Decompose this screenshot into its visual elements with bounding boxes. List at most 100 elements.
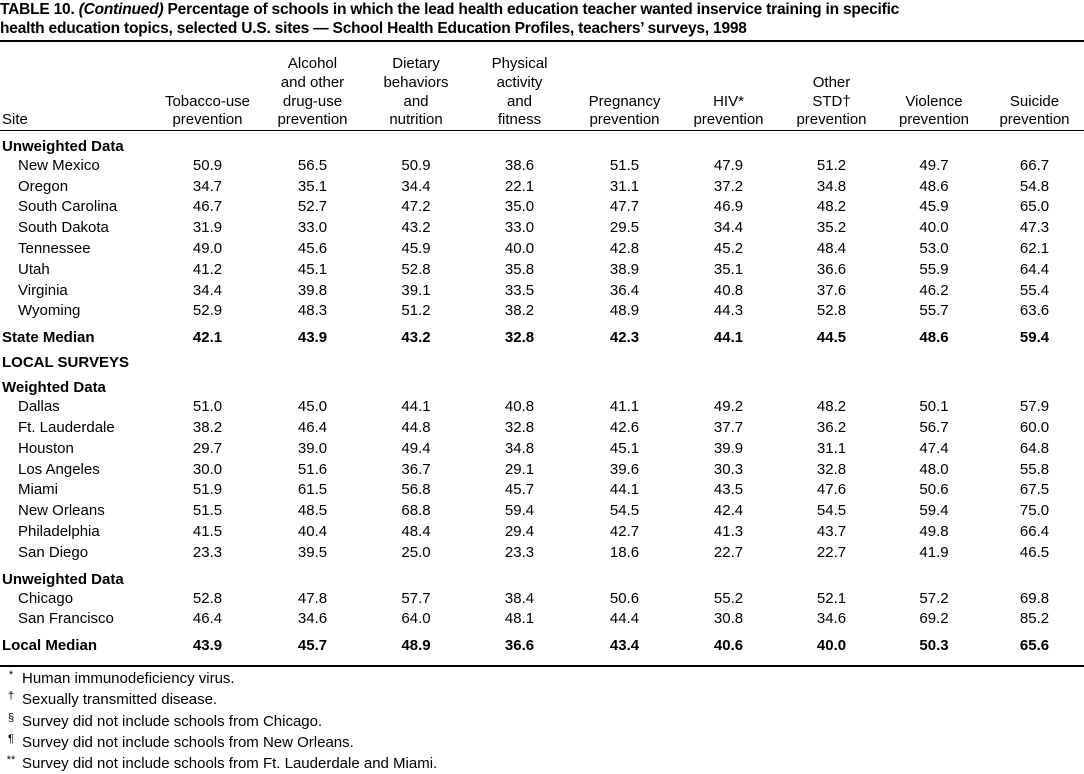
cell-value: 63.6 — [1019, 302, 1050, 320]
cell-value: 56.8 — [401, 481, 431, 499]
table-title: TABLE 10. (Continued) Percentage of scho… — [0, 0, 1084, 38]
cell-value: 40.8 — [713, 281, 744, 299]
cell-value: 47.9 — [713, 156, 744, 174]
cell-value: 52.8 — [816, 302, 847, 320]
footnote-text: Sexually transmitted disease. — [22, 691, 218, 709]
cell-value: 32.8 — [816, 460, 847, 478]
section-heading-row: Weighted Data — [0, 371, 1084, 396]
cell-value: 42.7 — [609, 523, 640, 541]
cell-value: 59.4 — [1019, 329, 1050, 347]
cell-value: 54.8 — [1019, 177, 1050, 195]
site-name: New Orleans — [18, 502, 105, 520]
cell-value: 55.2 — [713, 589, 744, 607]
rule — [0, 40, 1084, 42]
footnote: * Human immunodeficiency virus. — [0, 668, 437, 689]
cell-value: 60.0 — [1019, 419, 1050, 437]
site-name: Wyoming — [18, 302, 81, 320]
cell-value: 47.2 — [401, 198, 431, 216]
header-line: fitness — [497, 111, 542, 129]
cell-value: 49.2 — [713, 398, 744, 416]
cell-value: 48.5 — [297, 502, 328, 520]
cell-value: 51.5 — [192, 502, 223, 520]
cell-value: 54.5 — [609, 502, 640, 520]
cell-value: 66.4 — [1019, 523, 1050, 541]
cell-value: 34.8 — [816, 177, 847, 195]
site-name: Dallas — [18, 398, 60, 416]
cell-value: 44.8 — [401, 419, 431, 437]
data-table: Site Tobacco-use prevention Alcohol and othe… — [0, 46, 1084, 654]
cell-value: 55.8 — [1019, 460, 1050, 478]
cell-value: 39.6 — [609, 460, 640, 478]
site-name: Virginia — [18, 281, 68, 299]
footnote-mark: § — [7, 711, 15, 724]
cell-value: 36.2 — [816, 419, 847, 437]
footnote: ¶ Survey did not include schools from New… — [0, 732, 437, 753]
cell-value: 43.9 — [192, 637, 223, 655]
header-line: drug-use — [282, 92, 343, 110]
cell-value: 48.3 — [297, 302, 328, 320]
cell-value: 55.9 — [919, 260, 949, 278]
cell-value: 31.9 — [192, 219, 223, 237]
site-name: Chicago — [18, 589, 74, 607]
footnotes: * Human immunodeficiency virus. † Sexually … — [0, 668, 438, 774]
cell-value: 47.4 — [919, 439, 949, 457]
data-row: Ft. Lauderdale 38.2 46.4 44.8 32.8 42.6 37.7 36… — [0, 417, 1084, 438]
data-row: Philadelphia 41.5 40.4 48.4 29.4 42.7 41.3 43.7… — [0, 521, 1084, 542]
data-row: Miami 51.9 61.5 56.8 45.7 44.1 43.5 47.6 50.6 67.… — [0, 480, 1084, 501]
site-name: New Mexico — [18, 156, 100, 174]
cell-value: 40.8 — [504, 398, 535, 416]
cell-value: 39.5 — [297, 543, 328, 561]
cell-value: 52.1 — [816, 589, 847, 607]
site-name: Los Angeles — [18, 460, 100, 478]
cell-value: 45.9 — [401, 240, 431, 258]
column-header: Physical activity and fitness — [467, 46, 572, 130]
cell-value: 57.7 — [401, 589, 431, 607]
cell-value: 40.0 — [816, 637, 847, 655]
cell-value: 46.4 — [297, 419, 328, 437]
site-name: South Dakota — [18, 219, 109, 237]
cell-value: 36.6 — [816, 260, 847, 278]
cell-value: 69.2 — [919, 610, 949, 628]
cell-value: 51.2 — [401, 302, 431, 320]
cell-value: 31.1 — [816, 439, 847, 457]
cell-value: 75.0 — [1019, 502, 1050, 520]
cell-value: 29.1 — [504, 460, 535, 478]
cell-value: 40.0 — [504, 240, 535, 258]
cell-value: 52.7 — [297, 198, 328, 216]
cell-value: 29.5 — [609, 219, 640, 237]
data-row: Chicago 52.8 47.8 57.7 38.4 50.6 55.2 52.1 57.2 6… — [0, 588, 1084, 609]
cell-value: 67.5 — [1019, 481, 1050, 499]
cell-value: 39.0 — [297, 439, 328, 457]
cell-value: 45.1 — [609, 439, 640, 457]
cell-value: 48.0 — [919, 460, 949, 478]
cell-value: 30.8 — [713, 610, 744, 628]
header-line: STD† — [812, 92, 851, 110]
header-line: prevention — [172, 111, 243, 129]
section-heading: LOCAL SURVEYS — [2, 354, 129, 372]
cell-value: 47.7 — [609, 198, 640, 216]
cell-value: 37.7 — [713, 419, 744, 437]
cell-value: 22.7 — [713, 543, 744, 561]
cell-value: 43.2 — [401, 329, 431, 347]
cell-value: 48.2 — [816, 198, 847, 216]
header-line: prevention — [796, 111, 867, 129]
cell-value: 50.3 — [919, 637, 949, 655]
cell-value: 48.9 — [401, 637, 431, 655]
cell-value: 44.4 — [609, 610, 640, 628]
cell-value: 18.6 — [609, 543, 640, 561]
cell-value: 46.9 — [713, 198, 744, 216]
footnote-text: Survey did not include schools from Chic… — [22, 712, 323, 730]
cell-value: 46.7 — [192, 198, 223, 216]
header-line: and — [403, 92, 429, 110]
cell-value: 68.8 — [401, 502, 431, 520]
cell-value: 49.4 — [401, 439, 431, 457]
cell-value: 50.1 — [919, 398, 949, 416]
cell-value: 30.0 — [192, 460, 223, 478]
footnote-mark: * — [8, 669, 14, 681]
cell-value: 43.9 — [297, 329, 328, 347]
cell-value: 38.2 — [504, 302, 535, 320]
median-row: Local Median 43.9 45.7 48.9 36.6 43.4 40.6 40.0… — [0, 629, 1084, 654]
cell-value: 48.6 — [919, 177, 949, 195]
data-row: Tennessee 49.0 45.6 45.9 40.0 42.8 45.2 48.4 53.… — [0, 238, 1084, 259]
cell-value: 34.6 — [816, 610, 847, 628]
